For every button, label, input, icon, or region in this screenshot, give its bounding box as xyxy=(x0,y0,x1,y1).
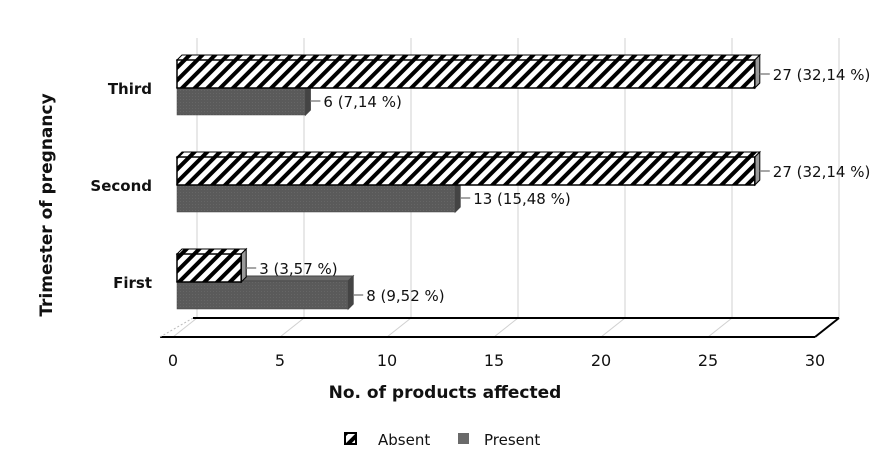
data-label: 27 (32,14 %) xyxy=(773,66,871,84)
bars: First 8 (9,52 %) 3 (3,57 %) Second 13 (15,48… xyxy=(90,53,871,311)
floor-gridline xyxy=(172,317,198,338)
bar-absent xyxy=(176,59,756,89)
data-label: 8 (9,52 %) xyxy=(366,287,444,305)
bar-side-present xyxy=(347,274,354,311)
x-tick-label: 25 xyxy=(698,351,718,370)
data-label: 13 (15,48 %) xyxy=(473,190,571,208)
y-axis-title: Trimester of pregnancy xyxy=(37,93,57,316)
legend-swatch-present xyxy=(458,433,469,444)
bar-absent xyxy=(176,156,756,186)
bar-absent xyxy=(176,253,242,283)
legend-label-present: Present xyxy=(484,431,540,449)
y-tick-label: Third xyxy=(108,80,152,98)
data-label: 27 (32,14 %) xyxy=(773,163,871,181)
floor-gridline xyxy=(600,317,626,338)
y-tick-label: First xyxy=(113,274,152,292)
x-tick-label: 0 xyxy=(168,351,178,370)
floor-gridline xyxy=(279,317,305,338)
legend-swatch-absent xyxy=(344,432,357,445)
x-axis-title: No. of products affected xyxy=(329,383,562,403)
floor-edge xyxy=(814,317,840,338)
floor-gridline xyxy=(707,317,733,338)
floor-gridline xyxy=(386,317,412,338)
bar-present xyxy=(176,86,306,116)
x-tick-label: 10 xyxy=(377,351,397,370)
x-tick-label: 5 xyxy=(275,351,285,370)
data-label: 6 (7,14 %) xyxy=(323,93,401,111)
x-axis: 0 5 10 15 20 25 30 xyxy=(159,317,840,370)
legend: Absent Present xyxy=(344,431,540,449)
floor-gridline xyxy=(493,317,519,338)
x-tick-label: 15 xyxy=(484,351,504,370)
data-label: 3 (3,57 %) xyxy=(259,260,337,278)
y-tick-label: Second xyxy=(90,177,152,195)
bar-present xyxy=(176,183,456,213)
x-tick-label: 30 xyxy=(805,351,825,370)
bar-present xyxy=(176,280,349,310)
legend-label-absent: Absent xyxy=(378,431,430,449)
x-tick-label: 20 xyxy=(591,351,611,370)
